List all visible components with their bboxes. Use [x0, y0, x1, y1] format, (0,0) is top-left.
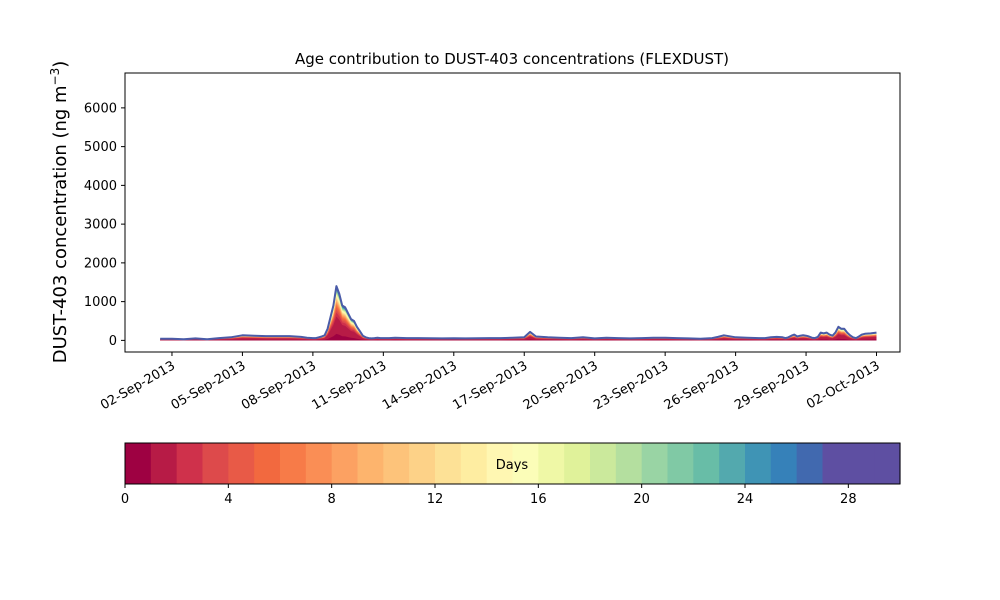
colorbar-tick-label: 28	[840, 492, 857, 507]
area-layer-day-23	[160, 289, 877, 341]
x-tick-label: 11-Sep-2013	[310, 358, 390, 413]
area-layer-day-22	[160, 289, 877, 341]
colorbar-tick-label: 4	[224, 492, 232, 507]
colorbar-tick-label: 16	[530, 492, 547, 507]
colorbar-segment	[770, 443, 798, 484]
y-axis: 0 1000 2000 3000 4000 5000 6000	[84, 101, 125, 349]
x-tick-label: 29-Sep-2013	[732, 358, 812, 413]
colorbar-segment	[280, 443, 307, 484]
colorbar-tick-label: 24	[737, 492, 754, 507]
colorbar-segment	[331, 443, 359, 484]
colorbar-segment	[176, 443, 204, 484]
colorbar-segment	[641, 443, 669, 484]
colorbar-segment	[305, 443, 333, 484]
x-tick-label: 17-Sep-2013	[450, 358, 530, 413]
x-tick-label: 02-Sep-2013	[98, 358, 178, 413]
colorbar-segment	[228, 443, 255, 484]
x-tick-label: 05-Sep-2013	[169, 358, 249, 413]
x-tick-label: 14-Sep-2013	[380, 358, 460, 413]
colorbar-segment	[615, 443, 643, 484]
y-axis-label-exponent: −3	[48, 68, 62, 86]
area-layer-day-19	[160, 291, 877, 341]
colorbar-segment	[796, 443, 824, 484]
colorbar-segment	[202, 443, 229, 484]
x-tick-label: 26-Sep-2013	[662, 358, 742, 413]
colorbar-segment	[564, 443, 591, 484]
plot-frame	[124, 72, 901, 353]
colorbar-segment	[357, 443, 384, 484]
colorbar-segment	[125, 443, 152, 484]
area-layer-day-13	[160, 296, 877, 341]
total-concentration-line	[160, 285, 877, 341]
colorbar-segment	[745, 443, 772, 484]
x-tick-label: 20-Sep-2013	[521, 358, 601, 413]
y-tick-label: 6000	[84, 101, 117, 116]
y-tick-label: 1000	[84, 295, 117, 310]
colorbar-segment	[590, 443, 617, 484]
y-axis-label-main: DUST-403 concentration (ng m	[50, 85, 71, 363]
x-tick-label: 02-Oct-2013	[804, 358, 882, 412]
area-layer-day-18	[160, 292, 877, 341]
stacked-areas	[160, 286, 877, 341]
colorbar-label: Days	[496, 458, 529, 473]
area-layer-day-20	[160, 291, 877, 341]
area-layer-day-27	[160, 287, 877, 341]
colorbar-segment	[460, 443, 488, 484]
colorbar-tick-label: 20	[633, 492, 650, 507]
area-layer-day-21	[160, 290, 877, 341]
colorbar-segment	[383, 443, 410, 484]
colorbar-tick-label: 0	[121, 492, 129, 507]
area-layer-day-0	[160, 333, 877, 341]
colorbar-segment	[667, 443, 694, 484]
area-layer-day-29	[160, 286, 877, 341]
area-layer-day-7	[160, 302, 877, 341]
area-layer-day-12	[160, 297, 877, 341]
colorbar-segment	[486, 443, 514, 484]
colorbar-segment	[822, 443, 849, 484]
colorbar-segment	[150, 443, 178, 484]
colorbar-segment	[693, 443, 720, 484]
y-tick-label: 0	[109, 334, 117, 349]
y-tick-label: 2000	[84, 256, 117, 271]
area-layer-day-8	[160, 301, 877, 341]
colorbar-segment	[848, 443, 875, 484]
x-tick-label: 23-Sep-2013	[591, 358, 671, 413]
y-tick-label: 3000	[84, 218, 117, 233]
colorbar-tick-label: 12	[427, 492, 444, 507]
area-layer-day-11	[160, 298, 877, 341]
area-layer-day-25	[160, 288, 877, 341]
area-layer-day-26	[160, 287, 877, 341]
area-layer-day-24	[160, 288, 877, 341]
y-axis-label-close: )	[50, 61, 71, 68]
area-layer-day-9	[160, 300, 877, 341]
colorbar-segment	[874, 443, 901, 484]
area-layer-day-15	[160, 294, 877, 341]
colorbar-tick-label: 8	[328, 492, 336, 507]
area-layer-day-6	[160, 304, 877, 341]
colorbar-frame	[124, 442, 901, 485]
area-layer-day-1	[160, 316, 877, 341]
colorbar-segment	[512, 443, 539, 484]
colorbar	[124, 442, 901, 485]
y-tick-label: 5000	[84, 140, 117, 155]
area-layer-day-28	[160, 286, 877, 341]
y-tick-label: 4000	[84, 179, 117, 194]
area-layer-day-10	[160, 299, 877, 341]
area-layer-day-16	[160, 293, 877, 341]
colorbar-segment	[719, 443, 746, 484]
colorbar-segment	[435, 443, 462, 484]
y-axis-label: DUST-403 concentration (ng m−3)	[48, 61, 71, 364]
x-tick-label: 08-Sep-2013	[239, 358, 319, 413]
x-axis: 02-Sep-201305-Sep-201308-Sep-201311-Sep-…	[98, 352, 883, 413]
chart-title: Age contribution to DUST-403 concentrati…	[295, 50, 729, 68]
colorbar-segment	[254, 443, 281, 484]
area-layer-day-14	[160, 295, 877, 341]
colorbar-axis: 0 4 8 12 16 20 24 28	[121, 484, 857, 507]
colorbar-segment	[409, 443, 436, 484]
colorbar-segment	[538, 443, 565, 484]
area-layer-day-17	[160, 293, 877, 341]
